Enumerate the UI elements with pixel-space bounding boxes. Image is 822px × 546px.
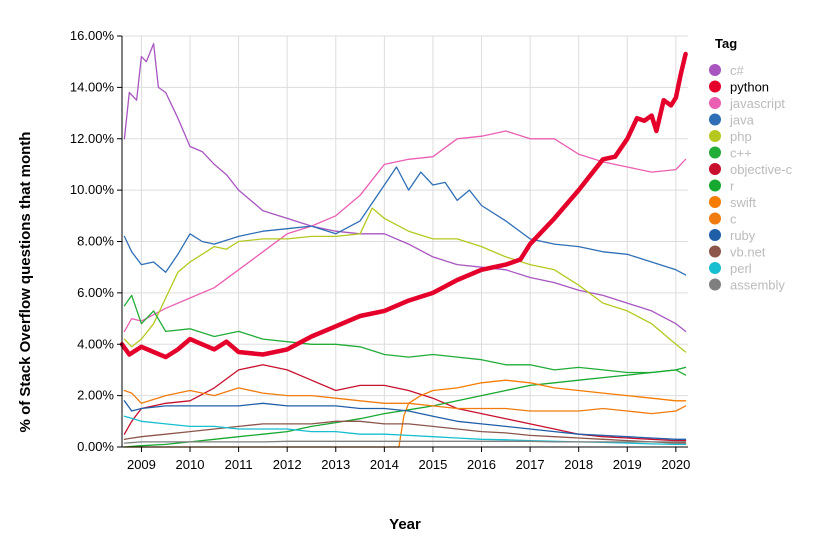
x-tick-label: 2015 — [418, 457, 447, 472]
series-line-c- — [123, 294, 687, 376]
legend-label-objective-c[interactable]: objective-c — [730, 162, 793, 177]
legend-label-vb-net[interactable]: vb.net — [730, 245, 766, 260]
legend-swatch-c[interactable] — [709, 212, 721, 225]
series-line-php — [123, 207, 687, 353]
x-tick-label: 2010 — [176, 457, 205, 472]
y-tick-label: 2.00% — [77, 388, 114, 403]
legend-title: Tag — [715, 36, 737, 51]
legend-swatch-assembly[interactable] — [709, 278, 721, 291]
legend-label-java[interactable]: java — [729, 113, 755, 128]
legend-label-ruby[interactable]: ruby — [730, 228, 756, 243]
x-tick-label: 2014 — [370, 457, 399, 472]
legend-swatch-objective-c[interactable] — [709, 163, 721, 175]
legend-label-javascript[interactable]: javascript — [729, 96, 785, 111]
series-line-javascript — [123, 130, 687, 333]
series-line-ruby — [123, 400, 687, 440]
grid — [122, 35, 688, 448]
x-tick-label: 2013 — [321, 457, 350, 472]
y-tick-label: 12.00% — [70, 131, 115, 146]
y-tick-label: 16.00% — [70, 28, 115, 43]
legend-label-perl[interactable]: perl — [730, 261, 752, 276]
x-tick-label: 2020 — [661, 457, 690, 472]
x-tick-label: 2009 — [127, 457, 156, 472]
legend-label-assembly[interactable]: assembly — [730, 278, 785, 293]
legend-swatch-vb-net[interactable] — [709, 245, 721, 258]
legend-swatch-java[interactable] — [709, 113, 721, 126]
legend-swatch-perl[interactable] — [709, 262, 721, 274]
series-line-swift — [123, 379, 687, 448]
legend-swatch-python[interactable] — [709, 80, 721, 93]
y-tick-label: 14.00% — [70, 79, 115, 94]
legend-label-c[interactable]: c — [730, 212, 737, 227]
series-line-r — [123, 366, 687, 448]
series-line-vb-net — [123, 420, 687, 444]
series-line-c- — [123, 43, 687, 333]
legend-swatch-c-[interactable] — [709, 146, 721, 159]
legend-label-python[interactable]: python — [730, 80, 769, 95]
y-tick-label: 4.00% — [77, 336, 114, 351]
legend-label-c-[interactable]: c# — [730, 63, 745, 78]
x-tick-label: 2017 — [516, 457, 545, 472]
x-tick-label: 2019 — [613, 457, 642, 472]
legend-swatch-r[interactable] — [709, 179, 721, 192]
y-tick-label: 10.00% — [70, 182, 115, 197]
x-tick-label: 2012 — [273, 457, 302, 472]
legend-label-c-[interactable]: c++ — [730, 146, 752, 161]
legend-swatch-php[interactable] — [709, 130, 721, 142]
legend-swatch-javascript[interactable] — [709, 97, 721, 109]
y-axis-title: % of Stack Overflow questions that month — [17, 132, 34, 433]
tick-labels: 2009 2010 2011 2012 2013 2014 2015 2016 2017 2018… — [70, 28, 690, 472]
y-tick-label: 8.00% — [77, 234, 114, 249]
series-line-python — [119, 51, 688, 360]
legend-swatch-ruby[interactable] — [709, 229, 721, 241]
legend-swatch-swift[interactable] — [709, 196, 721, 208]
legend-label-swift[interactable]: swift — [730, 195, 756, 210]
legend-label-r[interactable]: r — [730, 179, 735, 194]
legend-label-php[interactable]: php — [730, 129, 752, 144]
x-axis-title: Year — [389, 516, 421, 533]
y-tick-label: 0.00% — [77, 439, 114, 454]
x-tick-label: 2018 — [564, 457, 593, 472]
series-line-objective-c — [123, 364, 687, 442]
x-tick-label: 2011 — [225, 457, 253, 472]
series-line-c — [123, 387, 687, 415]
legend-swatch-c-[interactable] — [709, 64, 721, 76]
y-tick-label: 6.00% — [77, 285, 114, 300]
series-line-java — [123, 166, 687, 276]
x-tick-label: 2016 — [467, 457, 496, 472]
series-line-assembly — [123, 440, 687, 444]
series-layer — [119, 43, 688, 448]
